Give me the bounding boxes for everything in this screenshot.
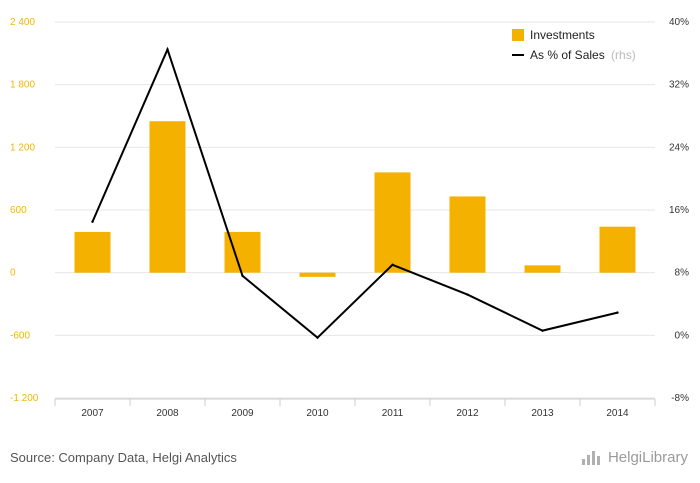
line-point: [616, 311, 619, 314]
y-left-tick-label: 2 400: [10, 17, 35, 28]
x-tick-label: 2011: [382, 408, 404, 419]
bar: [599, 226, 636, 273]
y-left-tick-label: -1 200: [10, 393, 39, 404]
y-left-tick-label: 1 800: [10, 80, 35, 91]
combo-chart: -1 200 -600 0 600 1 200 1 800 2 400 -8% 0% 8% 16%…: [10, 17, 689, 419]
line-point: [466, 293, 469, 296]
bar-series-investments: [74, 121, 636, 277]
line-point: [241, 274, 244, 277]
bar: [449, 196, 486, 273]
line-point: [166, 48, 169, 51]
y-left-tick-label: 600: [10, 205, 27, 216]
y-axis-right: -8% 0% 8% 16% 24% 32% 40%: [669, 17, 689, 404]
series-line: [91, 46, 618, 340]
x-tick-label: 2009: [231, 408, 254, 419]
y-right-tick-label: 24%: [669, 142, 689, 153]
grid: [55, 21, 655, 399]
y-left-tick-label: 0: [10, 268, 16, 279]
y-left-tick-label: 1 200: [10, 142, 35, 153]
line-point: [316, 336, 319, 339]
y-axis-left: -1 200 -600 0 600 1 200 1 800 2 400: [10, 17, 39, 404]
bar: [524, 265, 561, 273]
y-right-tick-label: 32%: [669, 80, 689, 91]
x-tick-label: 2013: [531, 408, 554, 419]
legend: Investments As % of Sales (rhs): [512, 28, 636, 62]
legend-swatch-investments: [512, 29, 524, 41]
x-tick-label: 2007: [81, 408, 104, 419]
source-note: Source: Company Data, Helgi Analytics: [10, 450, 237, 465]
bar: [374, 172, 411, 273]
line-series-pct-of-sales: [91, 46, 619, 340]
line-point: [91, 220, 94, 223]
y-right-tick-label: 8%: [675, 268, 690, 279]
y-right-tick-label: 16%: [669, 205, 689, 216]
bar: [299, 272, 336, 277]
x-tick-label: 2010: [306, 408, 329, 419]
x-tick-label: 2012: [456, 408, 479, 419]
x-tick-label: 2008: [156, 408, 179, 419]
library-logo-icon: [581, 450, 604, 465]
y-right-tick-label: 40%: [669, 17, 689, 28]
logo-text: HelgiLibrary: [607, 449, 688, 466]
x-axis: 2007 2008 2009 2010 2011 2012 2013 2014: [54, 398, 656, 419]
helgi-library-logo: HelgiLibrary: [581, 449, 688, 466]
y-right-tick-label: -8%: [671, 393, 689, 404]
bar: [74, 231, 111, 273]
x-tick-label: 2014: [606, 408, 629, 419]
bar: [149, 121, 186, 273]
legend-label-pct-of-sales: As % of Sales (rhs): [530, 48, 636, 62]
line-point: [391, 263, 394, 267]
line-point: [541, 329, 544, 332]
legend-label-investments: Investments: [530, 28, 595, 42]
y-left-tick-label: -600: [10, 330, 30, 341]
y-right-tick-label: 0%: [675, 330, 690, 341]
